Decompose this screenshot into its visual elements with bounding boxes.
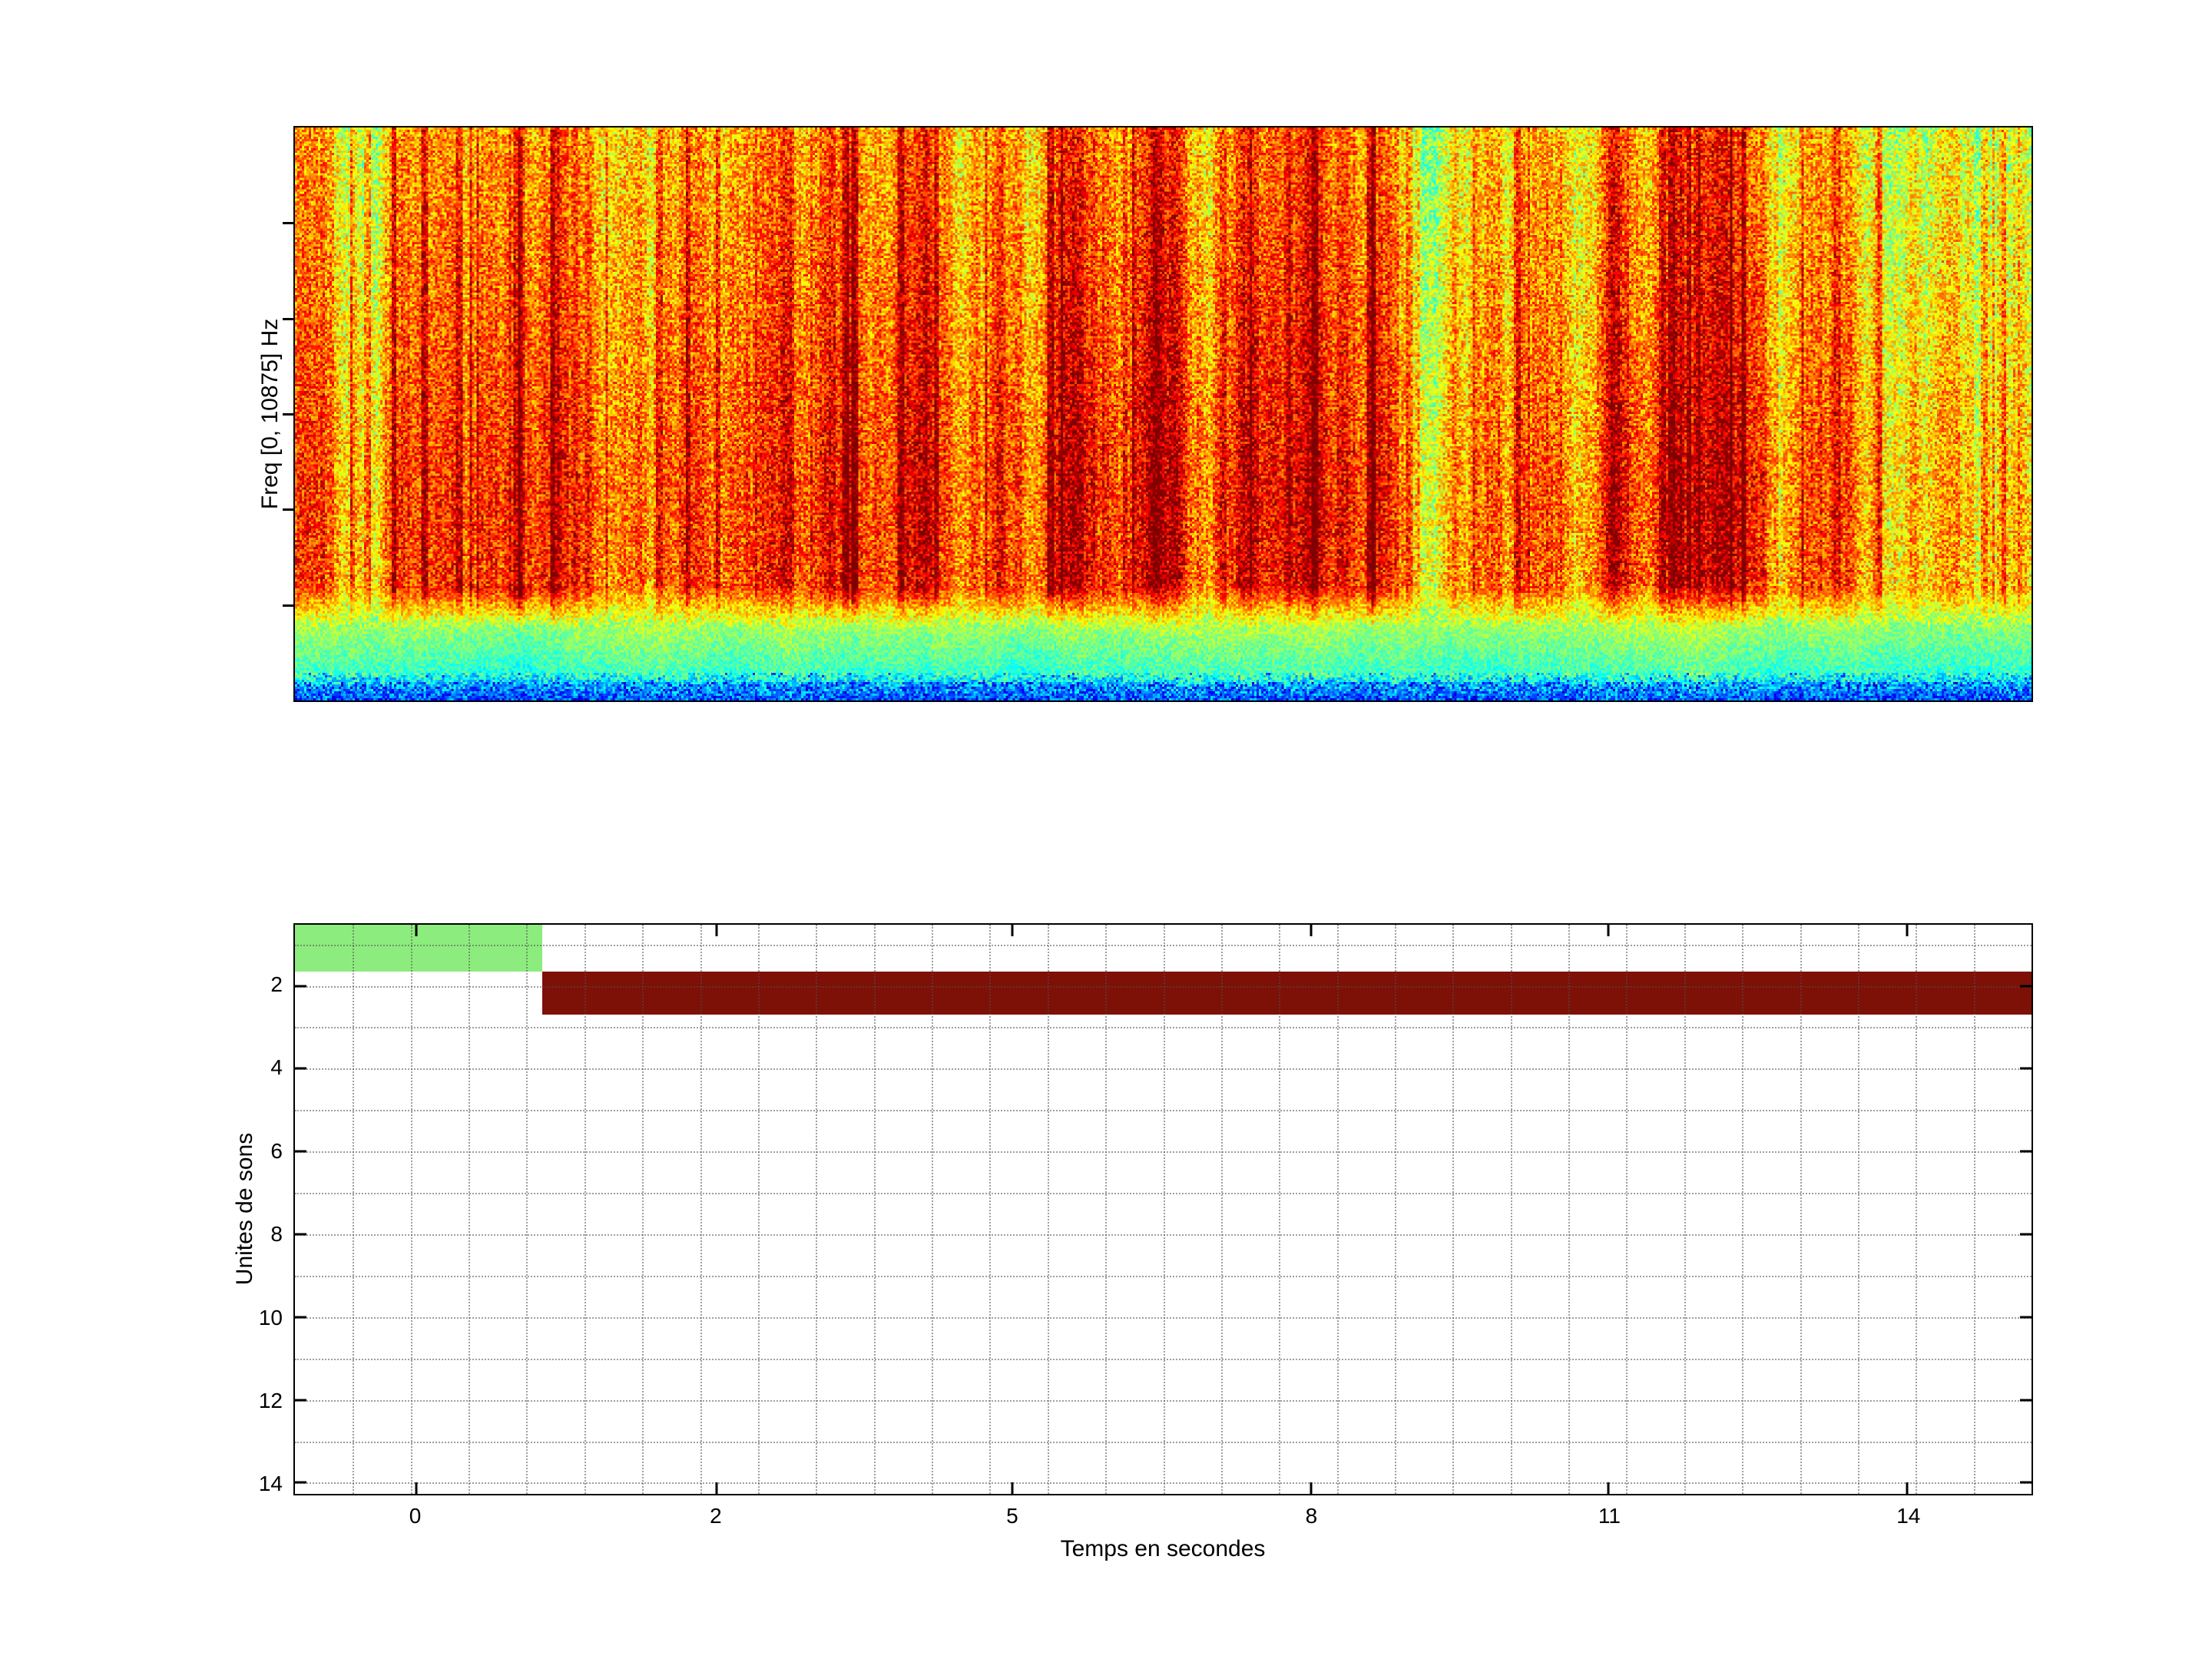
x-tick-mark bbox=[715, 925, 718, 936]
y-tick-mark bbox=[295, 1233, 306, 1236]
grid-line-vertical bbox=[469, 925, 471, 1494]
grid-line-vertical bbox=[1800, 925, 1802, 1494]
y-tick-mark bbox=[2020, 1150, 2032, 1153]
grid-line-vertical bbox=[1684, 925, 1686, 1494]
grid-line-vertical bbox=[1510, 925, 1512, 1494]
grid-line-vertical bbox=[932, 925, 934, 1494]
grid-line-vertical bbox=[526, 925, 528, 1494]
grid-line-horizontal bbox=[295, 1110, 2032, 1112]
grid-line-horizontal bbox=[295, 1275, 2032, 1277]
x-tick-mark bbox=[1607, 1482, 1610, 1494]
y-tick-label: 12 bbox=[258, 1389, 283, 1412]
x-tick-label: 14 bbox=[1896, 1504, 1921, 1528]
y-tick-mark bbox=[2020, 1399, 2032, 1402]
grid-line-vertical bbox=[757, 925, 760, 1494]
y-tick-label: 14 bbox=[258, 1472, 283, 1496]
y-tick-label: 6 bbox=[270, 1138, 283, 1163]
unit-bar bbox=[295, 925, 542, 972]
grid-line-vertical bbox=[873, 925, 876, 1494]
y-tick-mark bbox=[2020, 985, 2032, 988]
x-tick-label: 2 bbox=[710, 1504, 722, 1528]
units-ylabel: Unites de sons bbox=[232, 1132, 257, 1286]
grid-line-vertical bbox=[1857, 925, 1859, 1494]
grid-line-horizontal bbox=[295, 1399, 2032, 1402]
grid-line-vertical bbox=[1973, 925, 1975, 1494]
y-tick-label: 10 bbox=[258, 1305, 283, 1330]
x-tick-mark bbox=[1011, 1482, 1014, 1494]
y-tick-mark bbox=[295, 1316, 306, 1319]
grid-line-vertical bbox=[1047, 925, 1049, 1494]
grid-line-horizontal bbox=[295, 1027, 2032, 1029]
grid-line-vertical bbox=[1568, 925, 1571, 1494]
grid-line-vertical bbox=[700, 925, 702, 1494]
grid-line-horizontal bbox=[295, 1482, 2032, 1485]
spectrogram-y-tick-mark bbox=[283, 508, 293, 512]
y-tick-mark bbox=[295, 1399, 306, 1402]
grid-line-vertical bbox=[1279, 925, 1281, 1494]
x-tick-mark bbox=[1906, 1482, 1909, 1494]
y-tick-label: 8 bbox=[270, 1222, 283, 1247]
grid-line-horizontal bbox=[295, 1234, 2032, 1237]
grid-line-vertical bbox=[1452, 925, 1455, 1494]
x-tick-mark bbox=[1607, 925, 1610, 936]
y-tick-label: 4 bbox=[270, 1055, 283, 1080]
y-tick-mark bbox=[2020, 1316, 2032, 1319]
y-tick-mark bbox=[2020, 1067, 2032, 1070]
y-tick-mark bbox=[2020, 1481, 2032, 1484]
x-tick-mark bbox=[1906, 925, 1909, 936]
grid-line-horizontal bbox=[295, 1193, 2032, 1195]
x-tick-label: 11 bbox=[1598, 1504, 1621, 1528]
grid-line-horizontal bbox=[295, 1316, 2032, 1319]
unit-bar bbox=[541, 972, 2032, 1015]
x-tick-mark bbox=[415, 1482, 418, 1494]
spectrogram-ylabel: Freq [0, 10875] Hz bbox=[257, 318, 283, 510]
grid-line-vertical bbox=[1336, 925, 1339, 1494]
grid-line-horizontal bbox=[295, 944, 2032, 946]
spectrogram-y-tick-mark bbox=[283, 317, 293, 320]
spectrogram-axes bbox=[283, 126, 2033, 702]
units-axes bbox=[293, 923, 2033, 1495]
grid-line-vertical bbox=[1742, 925, 1744, 1494]
x-tick-mark bbox=[1310, 925, 1313, 936]
y-tick-mark bbox=[295, 1481, 306, 1484]
grid-line-vertical bbox=[642, 925, 644, 1494]
grid-line-horizontal bbox=[295, 985, 2032, 988]
grid-line-vertical bbox=[1163, 925, 1165, 1494]
grid-line-horizontal bbox=[295, 1358, 2032, 1360]
x-tick-mark bbox=[1310, 1482, 1313, 1494]
x-tick-mark bbox=[715, 1482, 718, 1494]
grid-line-vertical bbox=[584, 925, 586, 1494]
grid-line-horizontal bbox=[295, 1151, 2032, 1154]
units-xlabel: Temps en secondes bbox=[1060, 1536, 1266, 1561]
spectrogram-y-tick-mark bbox=[283, 222, 293, 225]
x-tick-label: 8 bbox=[1305, 1504, 1318, 1528]
grid-line-vertical bbox=[1220, 925, 1223, 1494]
x-tick-mark bbox=[1011, 925, 1014, 936]
y-tick-label: 2 bbox=[270, 972, 283, 996]
spectrogram-canvas bbox=[295, 127, 2032, 700]
grid-line-horizontal bbox=[295, 1068, 2032, 1071]
grid-line-vertical bbox=[1394, 925, 1396, 1494]
y-tick-mark bbox=[2020, 1233, 2032, 1236]
grid-line-vertical bbox=[410, 925, 412, 1494]
grid-line-vertical bbox=[1105, 925, 1108, 1494]
grid-line-vertical bbox=[353, 925, 355, 1494]
x-tick-label: 5 bbox=[1006, 1504, 1018, 1528]
x-tick-mark bbox=[415, 925, 418, 936]
spectrogram-y-tick-mark bbox=[283, 604, 293, 607]
y-tick-mark bbox=[295, 1150, 306, 1153]
spectrogram-y-tick-mark bbox=[283, 413, 293, 416]
grid-line-vertical bbox=[989, 925, 992, 1494]
x-tick-label: 0 bbox=[409, 1504, 422, 1528]
grid-line-vertical bbox=[1916, 925, 1918, 1494]
grid-line-vertical bbox=[1626, 925, 1628, 1494]
y-tick-mark bbox=[295, 1067, 306, 1070]
y-tick-mark bbox=[295, 985, 306, 988]
grid-line-vertical bbox=[816, 925, 818, 1494]
grid-line-horizontal bbox=[295, 1441, 2032, 1443]
